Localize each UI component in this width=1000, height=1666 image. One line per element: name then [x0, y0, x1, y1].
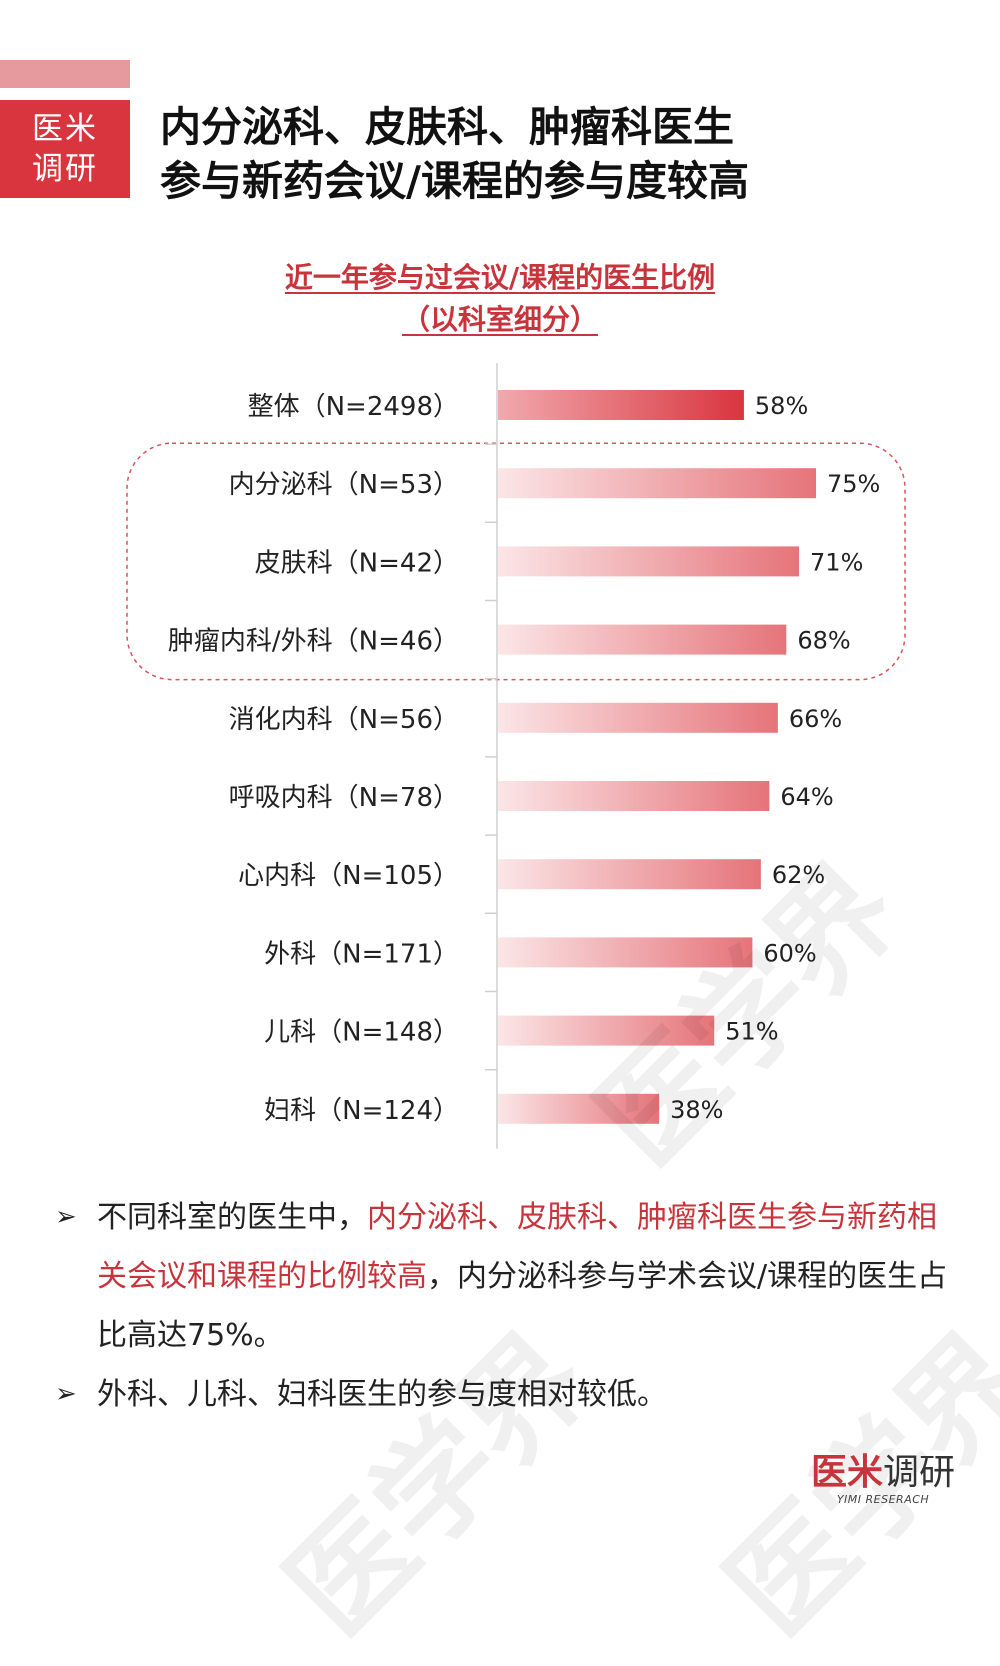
logo-part2: 调研: [883, 1452, 956, 1493]
bullet-text: 不同科室的医生中，内分泌科、皮肤科、肿瘤科医生参与新药相关会议和课程的比例较高，…: [97, 1188, 955, 1365]
chart-title: 近一年参与过会议/课程的医生比例: [150, 258, 850, 298]
bar: [498, 390, 744, 420]
brand-logo: 医米调研 YIMI RESERACH: [808, 1452, 958, 1506]
bullet-text: 外科、儿科、妇科医生的参与度相对较低。: [97, 1365, 955, 1424]
chart-subtitle-text: （以科室细分）: [401, 303, 598, 336]
data-label: 64%: [780, 783, 833, 811]
category-label: 内分泌科（N=53）: [229, 470, 459, 500]
bar: [498, 781, 770, 811]
arrow-bullet-icon: ➢: [55, 1202, 77, 1232]
data-label: 38%: [670, 1096, 723, 1124]
category-label: 心内科（N=105）: [238, 861, 459, 891]
data-label: 60%: [763, 939, 816, 967]
category-label: 肿瘤内科/外科（N=46）: [168, 627, 459, 657]
category-label: 儿科（N=148）: [264, 1018, 459, 1048]
bullet-item: ➢ 外科、儿科、妇科医生的参与度相对较低。: [55, 1365, 955, 1424]
category-label: 整体（N=2498）: [248, 392, 459, 422]
top-accent-bar: [0, 60, 130, 88]
bullet-item: ➢ 不同科室的医生中，内分泌科、皮肤科、肿瘤科医生参与新药相关会议和课程的比例较…: [55, 1188, 955, 1365]
data-label: 62%: [772, 861, 825, 889]
data-label: 75%: [827, 470, 880, 498]
page-title-line2: 参与新药会议/课程的参与度较高: [160, 157, 749, 205]
bar: [498, 937, 753, 968]
logo-subtitle: YIMI RESERACH: [836, 1493, 930, 1506]
chart-title-text: 近一年参与过会议/课程的医生比例: [284, 261, 716, 294]
bar: [498, 1015, 715, 1046]
bar: [498, 859, 761, 890]
badge-line2: 调研: [32, 151, 98, 187]
bar-chart: 整体（N=2498） 58% 内分泌科（N=53） 75% 皮肤科（N=42） 71% 肿瘤…: [126, 363, 906, 1149]
category-label: 呼吸内科（N=78）: [229, 783, 459, 813]
page-title-line1: 内分泌科、皮肤科、肿瘤科医生: [160, 103, 734, 151]
badge-line1: 医米: [32, 111, 98, 147]
highlight-box: [126, 442, 906, 681]
summary-bullets: ➢ 不同科室的医生中，内分泌科、皮肤科、肿瘤科医生参与新药相关会议和课程的比例较…: [55, 1188, 955, 1424]
data-label: 58%: [755, 392, 808, 420]
data-label: 71%: [810, 548, 863, 576]
bullet-plain-text: 不同科室的医生中，: [97, 1200, 367, 1235]
data-label: 66%: [789, 705, 842, 733]
data-label: 68%: [797, 627, 850, 655]
data-label: 51%: [725, 1018, 778, 1046]
bar: [498, 546, 800, 577]
brand-badge: 医米 调研: [0, 100, 130, 198]
bullet-plain-text: ，内分泌科参与学术会议/课程的医生占比高达75%。: [97, 1259, 948, 1353]
category-label: 皮肤科（N=42）: [255, 548, 459, 578]
category-label: 外科（N=171）: [264, 939, 459, 969]
category-label: 妇科（N=124）: [264, 1096, 459, 1126]
logo-part1: 医米: [810, 1451, 883, 1493]
bar: [498, 624, 787, 655]
chart-subtitle: （以科室细分）: [150, 300, 850, 340]
arrow-bullet-icon: ➢: [55, 1379, 77, 1409]
logo-text: 医米调研: [808, 1452, 958, 1493]
bar: [498, 468, 816, 499]
category-label: 消化内科（N=56）: [229, 705, 459, 735]
bullet-plain-text: 外科、儿科、妇科医生的参与度相对较低。: [97, 1377, 667, 1412]
bar: [498, 1093, 660, 1124]
bar: [498, 702, 778, 733]
page-title: 内分泌科、皮肤科、肿瘤科医生 参与新药会议/课程的参与度较高: [160, 100, 980, 208]
bullet-highlight-text: 内分泌科、皮肤科、肿瘤科医生参与新药相关会议和课程的比例较高: [97, 1200, 937, 1294]
